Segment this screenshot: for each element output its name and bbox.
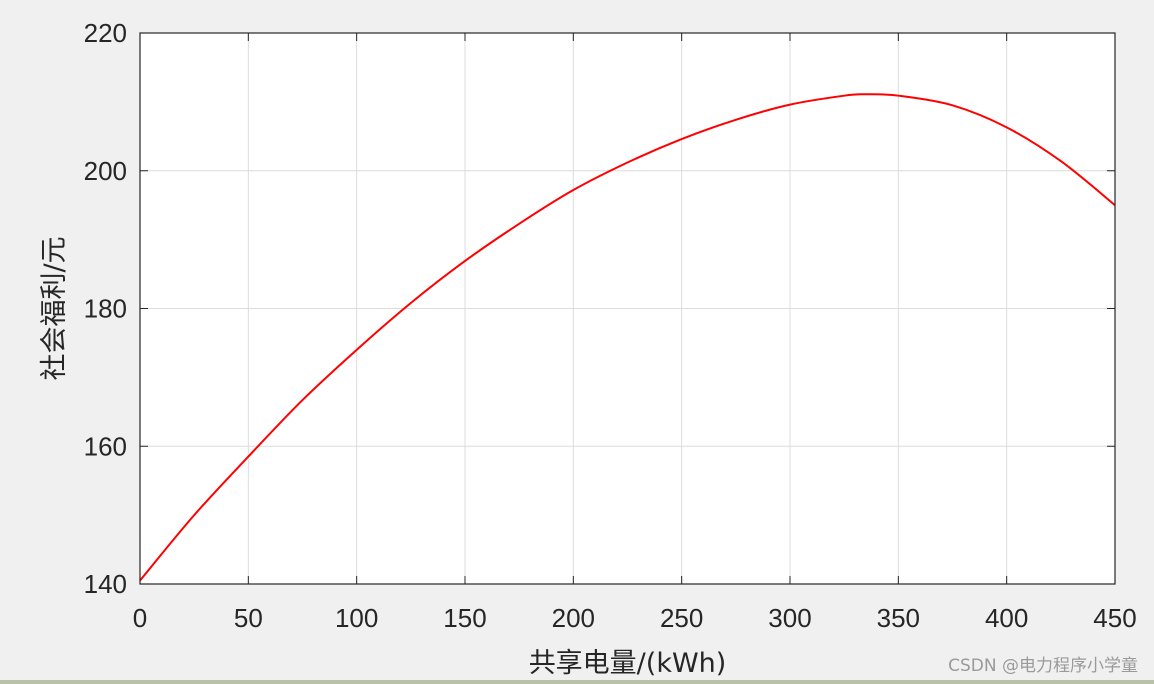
y-tick-label: 220 (84, 18, 127, 48)
x-axis-title: 共享电量/(kWh) (529, 648, 727, 679)
y-tick-label: 200 (84, 156, 127, 186)
x-tick-label: 350 (877, 603, 920, 633)
x-tick-label: 400 (985, 603, 1028, 633)
y-tick-label: 160 (84, 431, 127, 461)
y-axis-title: 社会福利/元 (39, 236, 70, 380)
grid-lines (140, 33, 1115, 584)
bottom-divider (0, 680, 1154, 684)
tick-labels: 0 50 100 150 200 250 300 350 400 450 140 160 180 200 2… (84, 18, 1137, 633)
series-line (139, 93, 1116, 582)
axis-ticks (139, 32, 1116, 585)
watermark-text: CSDN @电力程序小学童 (948, 656, 1138, 676)
y-tick-label: 180 (84, 294, 127, 324)
x-tick-label: 200 (552, 603, 595, 633)
x-tick-label: 300 (768, 603, 811, 633)
y-tick-label: 140 (84, 569, 127, 599)
x-tick-label: 50 (234, 603, 263, 633)
x-tick-label: 100 (335, 603, 378, 633)
x-tick-label: 450 (1093, 603, 1136, 633)
x-tick-label: 250 (660, 603, 703, 633)
x-tick-label: 150 (443, 603, 486, 633)
x-tick-label: 0 (133, 603, 147, 633)
series-layer (139, 93, 1116, 582)
